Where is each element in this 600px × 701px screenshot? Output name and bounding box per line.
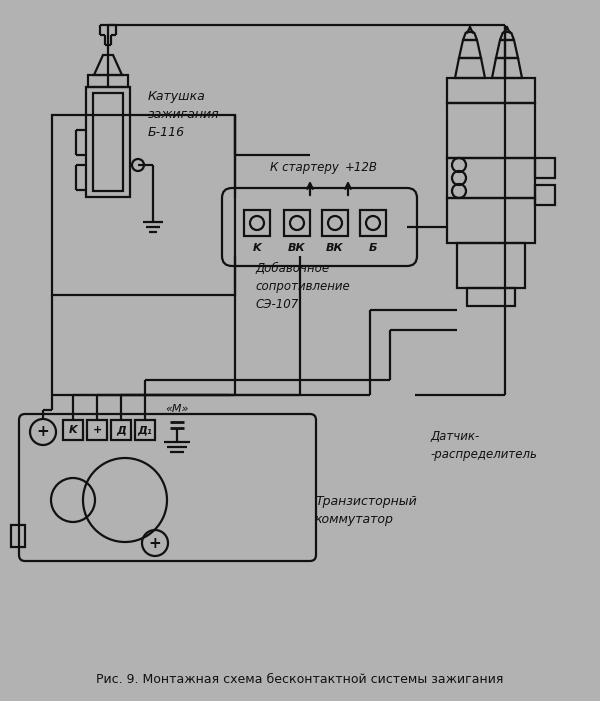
- Text: ВК: ВК: [326, 243, 344, 253]
- Bar: [360, 210, 386, 236]
- Bar: [535, 158, 555, 178]
- Text: «M»: «M»: [166, 404, 188, 414]
- Text: ВК: ВК: [288, 243, 306, 253]
- Text: Б: Б: [369, 243, 377, 253]
- Text: K: K: [253, 243, 262, 253]
- Text: Датчик-
-распределитель: Датчик- -распределитель: [430, 430, 537, 461]
- Text: Добавочное
сопротивление
СЭ-107: Добавочное сопротивление СЭ-107: [255, 262, 350, 311]
- Bar: [447, 198, 535, 243]
- Bar: [87, 420, 107, 440]
- Bar: [93, 93, 123, 191]
- Text: K: K: [68, 425, 77, 435]
- Bar: [457, 243, 525, 288]
- Bar: [63, 420, 83, 440]
- Text: +: +: [92, 425, 101, 435]
- Bar: [11, 525, 25, 547]
- Bar: [86, 87, 130, 197]
- Text: Транзисторный
коммутатор: Транзисторный коммутатор: [315, 495, 417, 526]
- Bar: [447, 103, 535, 158]
- Bar: [244, 210, 270, 236]
- Text: +12В: +12В: [345, 161, 378, 174]
- Bar: [467, 288, 515, 306]
- Text: Д₁: Д₁: [137, 425, 152, 435]
- Text: Рис. 9. Монтажная схема бесконтактной системы зажигания: Рис. 9. Монтажная схема бесконтактной си…: [97, 673, 503, 686]
- Text: Д: Д: [116, 425, 126, 435]
- Bar: [111, 420, 131, 440]
- Bar: [284, 210, 310, 236]
- Bar: [52, 115, 235, 295]
- Text: +: +: [37, 425, 49, 440]
- Bar: [322, 210, 348, 236]
- Bar: [447, 158, 535, 198]
- Bar: [535, 185, 555, 205]
- Bar: [135, 420, 155, 440]
- Text: Катушка
зажигания
Б-116: Катушка зажигания Б-116: [148, 90, 220, 139]
- Text: +: +: [149, 536, 161, 550]
- Bar: [447, 78, 535, 103]
- Text: К стартеру: К стартеру: [270, 161, 339, 174]
